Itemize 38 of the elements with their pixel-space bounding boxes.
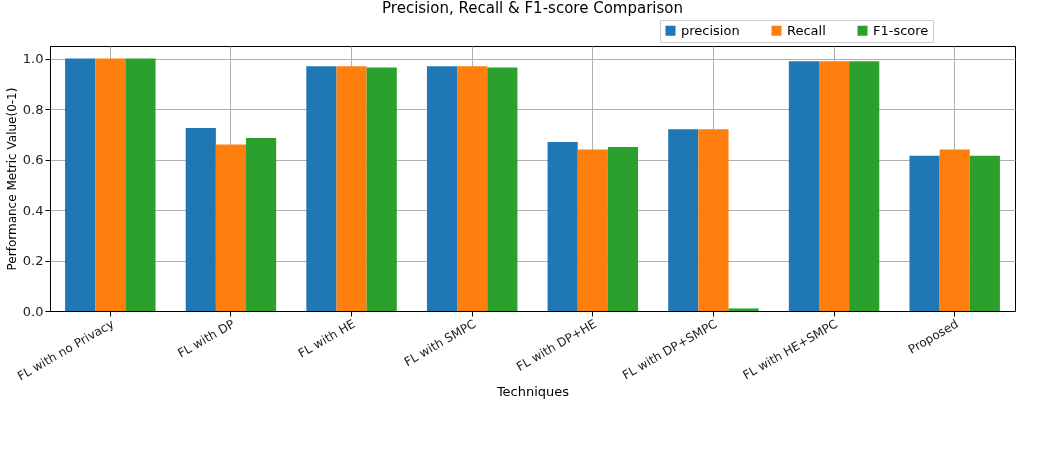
- bar: [366, 67, 397, 311]
- x-tick-label: FL with DP: [175, 316, 237, 361]
- bar: [246, 138, 277, 311]
- bar: [577, 149, 608, 311]
- bar: [668, 129, 699, 311]
- x-axis-title: Techniques: [495, 384, 570, 400]
- bar: [457, 66, 488, 311]
- y-tick-label: 0.0: [22, 303, 44, 319]
- x-tick-label: FL with HE: [295, 316, 358, 361]
- bar: [547, 141, 578, 311]
- y-tick-label: 0.4: [22, 202, 44, 218]
- legend-label: Recall: [787, 22, 826, 38]
- bar: [215, 144, 247, 311]
- legend-label: F1-score: [873, 22, 929, 38]
- bar: [95, 58, 126, 311]
- bar: [65, 58, 96, 311]
- y-axis-title: Performance Metric Value(0-1): [4, 87, 19, 271]
- bar: [939, 149, 970, 311]
- bar: [487, 67, 518, 311]
- bar: [306, 66, 337, 311]
- bar: [607, 146, 639, 311]
- y-tick-label: 0.8: [22, 101, 44, 117]
- bar: [185, 128, 216, 311]
- bar: [849, 61, 880, 311]
- y-tick-label: 0.2: [22, 253, 44, 269]
- bar: [698, 129, 729, 311]
- legend-label: precision: [681, 22, 740, 38]
- bar: [336, 66, 367, 311]
- bar: [909, 155, 940, 311]
- bar: [426, 66, 458, 311]
- chart-title: Precision, Recall & F1-score Comparison: [382, 0, 683, 17]
- bar: [125, 58, 156, 311]
- bar: [969, 155, 1000, 311]
- bar: [728, 308, 759, 311]
- y-tick-label: 0.6: [22, 152, 44, 168]
- bar: [788, 61, 819, 311]
- bar: [818, 61, 850, 311]
- y-tick-label: 1.0: [22, 51, 44, 67]
